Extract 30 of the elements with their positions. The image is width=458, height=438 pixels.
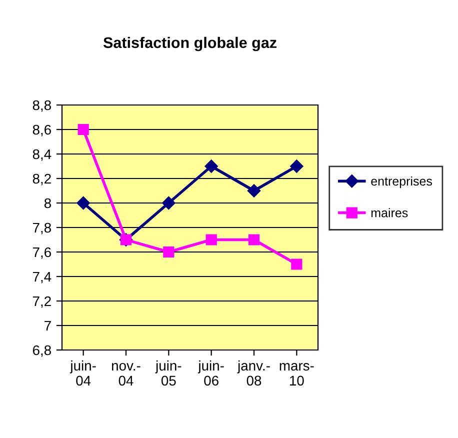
chart-title: Satisfaction globale gaz <box>103 36 276 52</box>
point <box>204 160 218 173</box>
point <box>247 184 261 198</box>
y-tick-label: 6,8 <box>32 345 51 357</box>
x-tick-label: juin- 04 <box>70 360 96 386</box>
y-tick-label: 8,4 <box>32 149 52 161</box>
legend-label: maires <box>371 208 408 218</box>
y-tick-label: 7,6 <box>32 247 51 259</box>
y-tick-label: 7,4 <box>32 272 52 284</box>
point <box>76 196 90 210</box>
point <box>162 196 176 210</box>
y-tick-label: 7 <box>44 320 51 331</box>
y-tick-label: 8 <box>44 198 51 208</box>
x-tick-label: mars- 10 <box>280 363 314 386</box>
x-tick-label: juin- 05 <box>155 360 182 386</box>
y-tick-label: 8,8 <box>32 100 51 112</box>
x-tick-label: nov.- 04 <box>112 363 140 386</box>
point <box>290 160 304 173</box>
x-tick-label: janv.- 08 <box>237 360 270 386</box>
point <box>78 124 89 136</box>
legend-label: entreprises <box>371 176 432 188</box>
point <box>163 246 174 258</box>
point <box>206 234 217 246</box>
y-tick-label: 8,2 <box>32 174 51 186</box>
y-tick-label: 7,8 <box>32 222 51 234</box>
y-tick-label: 8,6 <box>32 124 51 136</box>
x-tick-label: juin- 06 <box>198 360 224 386</box>
y-tick-label: 7,2 <box>32 296 51 308</box>
point <box>248 234 260 246</box>
point <box>291 258 302 270</box>
